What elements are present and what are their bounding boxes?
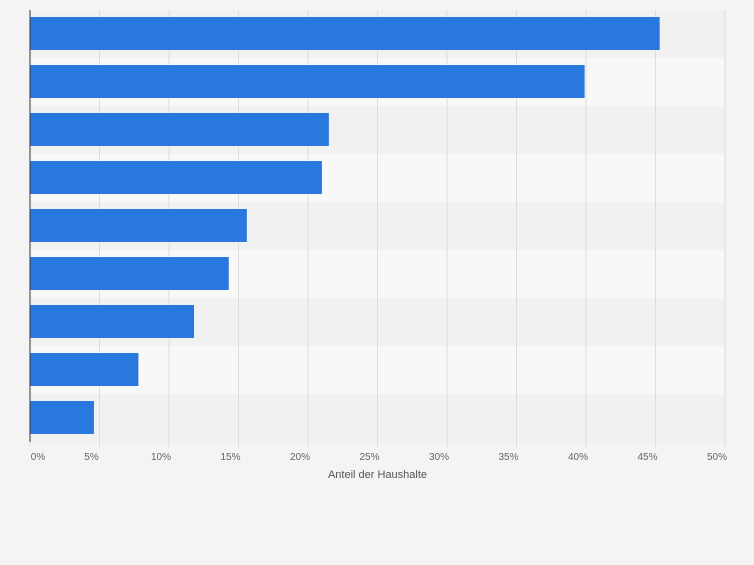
bar bbox=[30, 257, 229, 290]
x-tick-label: 35% bbox=[498, 452, 518, 463]
x-tick-label: 0% bbox=[31, 452, 46, 463]
x-tick-label: 20% bbox=[290, 452, 310, 463]
bar bbox=[30, 161, 322, 194]
x-tick-label: 5% bbox=[84, 452, 99, 463]
bar bbox=[30, 113, 329, 146]
bar bbox=[30, 353, 139, 386]
x-tick-label: 25% bbox=[359, 452, 379, 463]
x-tick-label: 15% bbox=[220, 452, 240, 463]
x-tick-label: 45% bbox=[637, 452, 657, 463]
x-tick-label: 40% bbox=[568, 452, 588, 463]
x-tick-label: 10% bbox=[151, 452, 171, 463]
bar bbox=[30, 65, 585, 98]
bar bbox=[30, 401, 94, 434]
x-tick-labels: 0% 5% 10% 15% 20% 25% 30% 35% 40% 45% 50% bbox=[29, 442, 727, 463]
x-axis-label: Anteil der Haushalte bbox=[328, 469, 427, 481]
bars bbox=[30, 17, 660, 434]
bar bbox=[30, 305, 195, 338]
x-tick-label: 50% bbox=[707, 452, 727, 463]
bar bbox=[30, 209, 247, 242]
x-tick-label: 30% bbox=[429, 452, 449, 463]
bar bbox=[30, 17, 660, 50]
